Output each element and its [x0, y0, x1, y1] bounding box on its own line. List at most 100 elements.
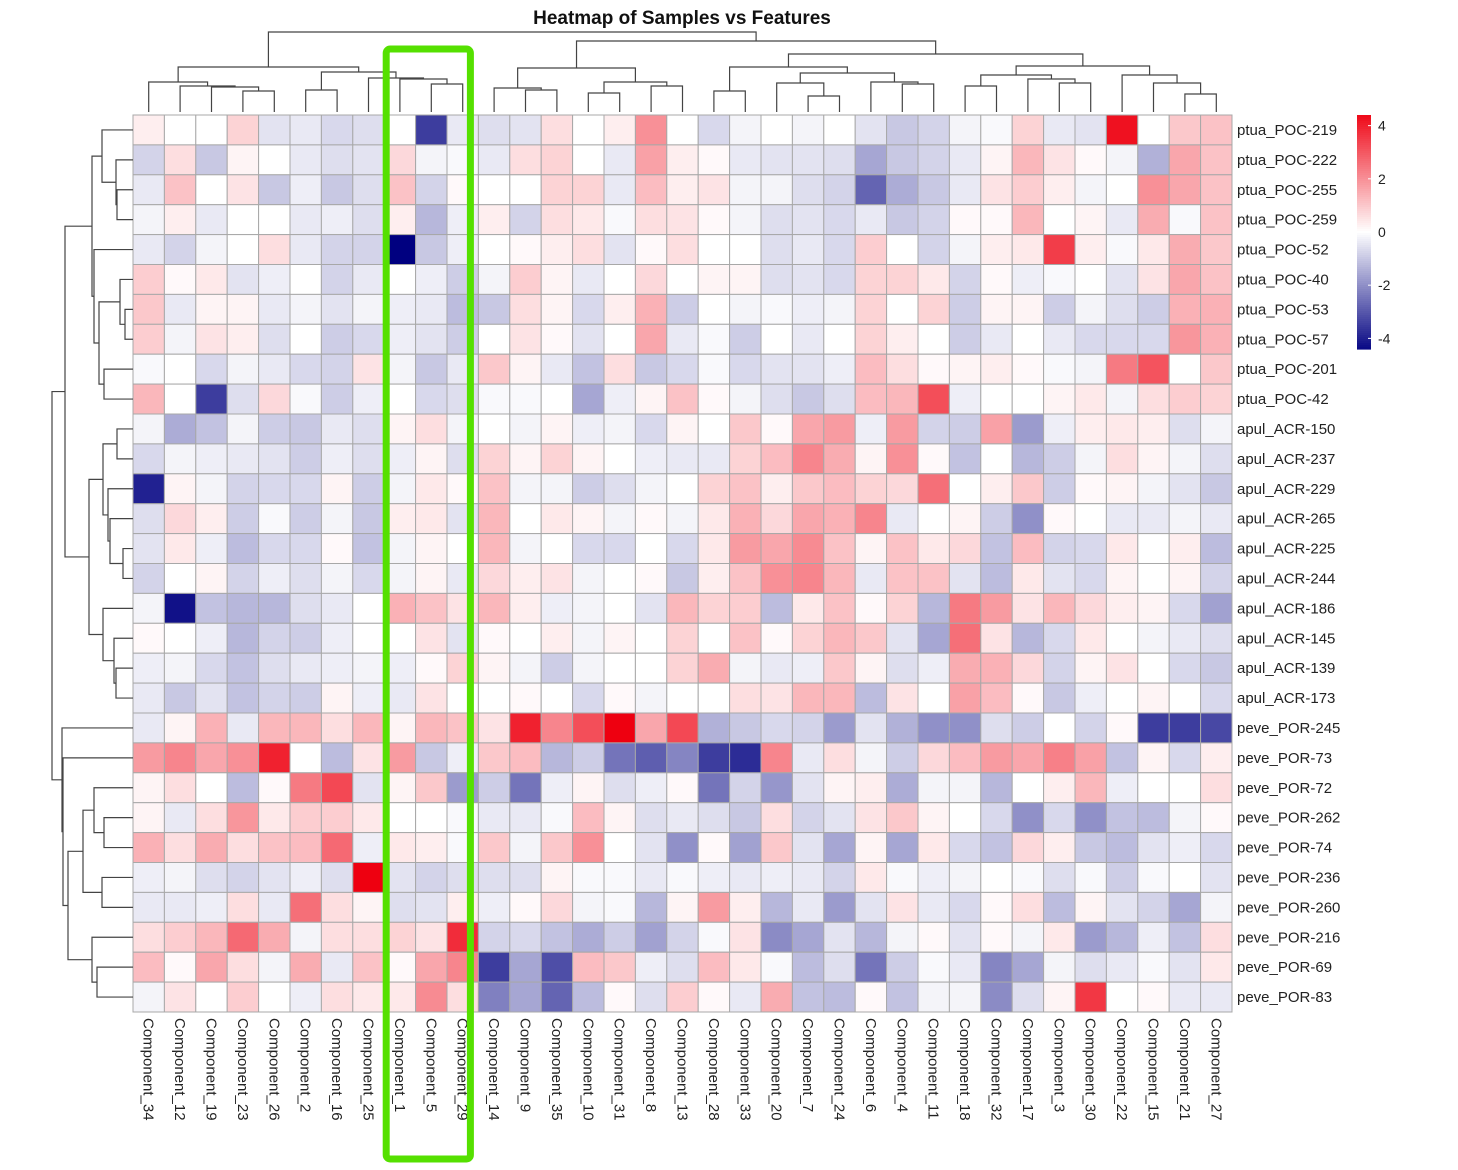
heatmap-cell: [572, 592, 605, 624]
heatmap-cell: [226, 533, 260, 564]
heatmap-cell: [320, 772, 354, 804]
heatmap-cell: [1168, 592, 1202, 624]
heatmap-cell: [1105, 682, 1139, 714]
row-label: ptua_POC-57: [1237, 331, 1329, 348]
heatmap-cell: [886, 323, 919, 355]
heatmap-cell: [509, 712, 542, 744]
heatmap-cell: [132, 742, 165, 774]
heatmap-cell: [634, 891, 668, 923]
heatmap-cell: [477, 592, 511, 624]
dendrogram-branch: [113, 637, 133, 684]
heatmap-cell: [132, 563, 165, 594]
heatmap-cell: [415, 772, 448, 804]
heatmap-cell: [163, 862, 197, 893]
heatmap-cell: [634, 981, 668, 1013]
column-label: Component_24: [831, 1018, 848, 1121]
heatmap-cell: [1043, 921, 1076, 953]
heatmap-cell: [1011, 473, 1045, 505]
heatmap-cell: [132, 174, 165, 206]
heatmap-cell: [823, 981, 856, 1013]
heatmap-cell: [477, 742, 511, 774]
heatmap-cell: [289, 862, 322, 893]
row-label: peve_POR-245: [1237, 720, 1340, 737]
heatmap-cell: [948, 712, 982, 744]
heatmap-cell: [1074, 114, 1107, 146]
heatmap-cell: [477, 503, 511, 535]
heatmap-cell: [854, 592, 888, 624]
heatmap-cell: [320, 293, 354, 325]
heatmap-cell: [1074, 503, 1107, 535]
heatmap-cell: [1043, 682, 1076, 714]
heatmap-cell: [980, 443, 1013, 475]
heatmap-cell: [791, 443, 825, 475]
heatmap-cell: [980, 413, 1013, 445]
heatmap-cell: [289, 293, 322, 325]
heatmap-cell: [886, 204, 919, 236]
heatmap-cell: [540, 802, 574, 834]
column-label: Component_27: [1207, 1018, 1224, 1121]
heatmap-cell: [603, 592, 636, 624]
heatmap-cell: [195, 802, 228, 834]
heatmap-cell: [634, 204, 668, 236]
row-label: peve_POR-236: [1237, 869, 1340, 886]
column-label: Component_32: [988, 1018, 1005, 1121]
heatmap-cell: [917, 353, 950, 385]
heatmap-cell: [1137, 921, 1170, 953]
heatmap-cell: [163, 293, 197, 325]
heatmap-cell: [226, 383, 260, 415]
heatmap-cell: [886, 293, 919, 325]
heatmap-cell: [886, 682, 919, 714]
dendrogram-branch: [67, 850, 92, 961]
heatmap-cell: [854, 622, 888, 654]
legend-swatch: [1357, 235, 1371, 238]
legend-swatch: [1357, 147, 1371, 150]
heatmap-cell: [195, 204, 228, 236]
legend-swatch: [1357, 183, 1371, 186]
heatmap-cell: [697, 921, 731, 953]
heatmap-cell: [1137, 144, 1170, 176]
heatmap-cell: [320, 832, 354, 863]
heatmap-cell: [258, 293, 291, 325]
heatmap-cell: [352, 563, 385, 594]
heatmap-cell: [948, 174, 982, 206]
heatmap-cell: [634, 652, 668, 684]
dendrogram-branch: [517, 67, 636, 88]
heatmap-cell: [1200, 144, 1233, 176]
heatmap-cell: [1105, 413, 1139, 445]
heatmap-cell: [666, 772, 699, 804]
row-label: peve_POR-73: [1237, 750, 1332, 767]
heatmap-cell: [1200, 592, 1233, 624]
heatmap-cell: [226, 413, 260, 445]
heatmap-cell: [697, 622, 731, 654]
heatmap-cell: [352, 114, 385, 146]
heatmap-cell: [320, 323, 354, 355]
heatmap-cell: [226, 862, 260, 893]
heatmap-cell: [1137, 174, 1170, 206]
heatmap-cell: [509, 293, 542, 325]
heatmap-cell: [352, 144, 385, 176]
dendrogram-branch: [1015, 65, 1151, 75]
heatmap-cell: [195, 563, 228, 594]
heatmap-cell: [603, 323, 636, 355]
legend-swatch: [1357, 289, 1371, 292]
heatmap-cell: [540, 592, 574, 624]
heatmap-cell: [917, 413, 950, 445]
heatmap-cell: [666, 383, 699, 415]
heatmap-cell: [1043, 742, 1076, 774]
heatmap-cell: [352, 383, 385, 415]
heatmap-cell: [1043, 234, 1076, 266]
legend-swatch: [1357, 257, 1371, 260]
heatmap-cell: [791, 712, 825, 744]
heatmap-cell: [1168, 293, 1202, 325]
heatmap-cell: [729, 353, 762, 385]
heatmap-cell: [540, 951, 574, 983]
heatmap-cell: [917, 592, 950, 624]
legend-swatch: [1357, 335, 1371, 338]
heatmap-cell: [1137, 802, 1170, 834]
heatmap-cell: [603, 293, 636, 325]
heatmap-cell: [697, 981, 731, 1013]
heatmap-cell: [1200, 712, 1233, 744]
dendrogram-branch: [109, 518, 133, 565]
heatmap-cell: [195, 622, 228, 654]
heatmap-cell: [1043, 622, 1076, 654]
